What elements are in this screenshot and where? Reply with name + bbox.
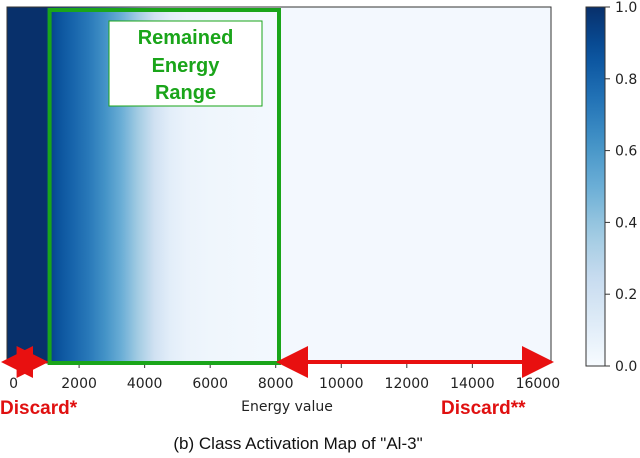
figure-caption: (b) Class Activation Map of "Al-3"	[173, 434, 422, 453]
colorbar-tick-label: 1.0	[615, 0, 637, 16]
annotations: Remained Energy Range Discard* Discard**	[0, 8, 554, 419]
x-tick-label: 8000	[258, 376, 294, 392]
colorbar-tick-label: 0.2	[615, 287, 637, 303]
colorbar-ticks: 0.0 0.2 0.4 0.6 0.8 1.0	[605, 0, 637, 375]
x-axis-label: Energy value	[241, 399, 333, 415]
discard-high-label: Discard**	[441, 398, 526, 419]
colorbar-tick-label: 0.6	[615, 144, 637, 160]
x-tick-label: 10000	[319, 376, 364, 392]
x-tick-label: 12000	[385, 376, 430, 392]
colorbar: 0.0 0.2 0.4 0.6 0.8 1.0	[585, 0, 637, 375]
discard-low-label: Discard*	[0, 398, 78, 419]
colorbar-tick-label: 0.0	[615, 359, 637, 375]
x-tick-label: 14000	[450, 376, 495, 392]
x-tick-label: 16000	[516, 376, 561, 392]
remained-label-line-1: Remained	[138, 27, 234, 49]
x-tick-label: 2000	[61, 376, 97, 392]
x-axis: 0 2000 4000 6000 8000 10000 12000 14000 16000	[9, 363, 560, 392]
x-tick-label: 0	[9, 376, 18, 392]
colorbar-gradient	[586, 7, 605, 366]
colorbar-tick-label: 0.4	[615, 215, 637, 231]
remained-range-label-box	[108, 20, 263, 107]
remained-label-line-3: Range	[155, 82, 216, 104]
remained-range-box	[47, 8, 281, 365]
colorbar-frame	[585, 6, 606, 367]
remained-label-line-2: Energy	[152, 55, 221, 77]
x-tick-label: 4000	[127, 376, 163, 392]
colorbar-tick-label: 0.8	[615, 72, 637, 88]
x-tick-label: 6000	[192, 376, 228, 392]
